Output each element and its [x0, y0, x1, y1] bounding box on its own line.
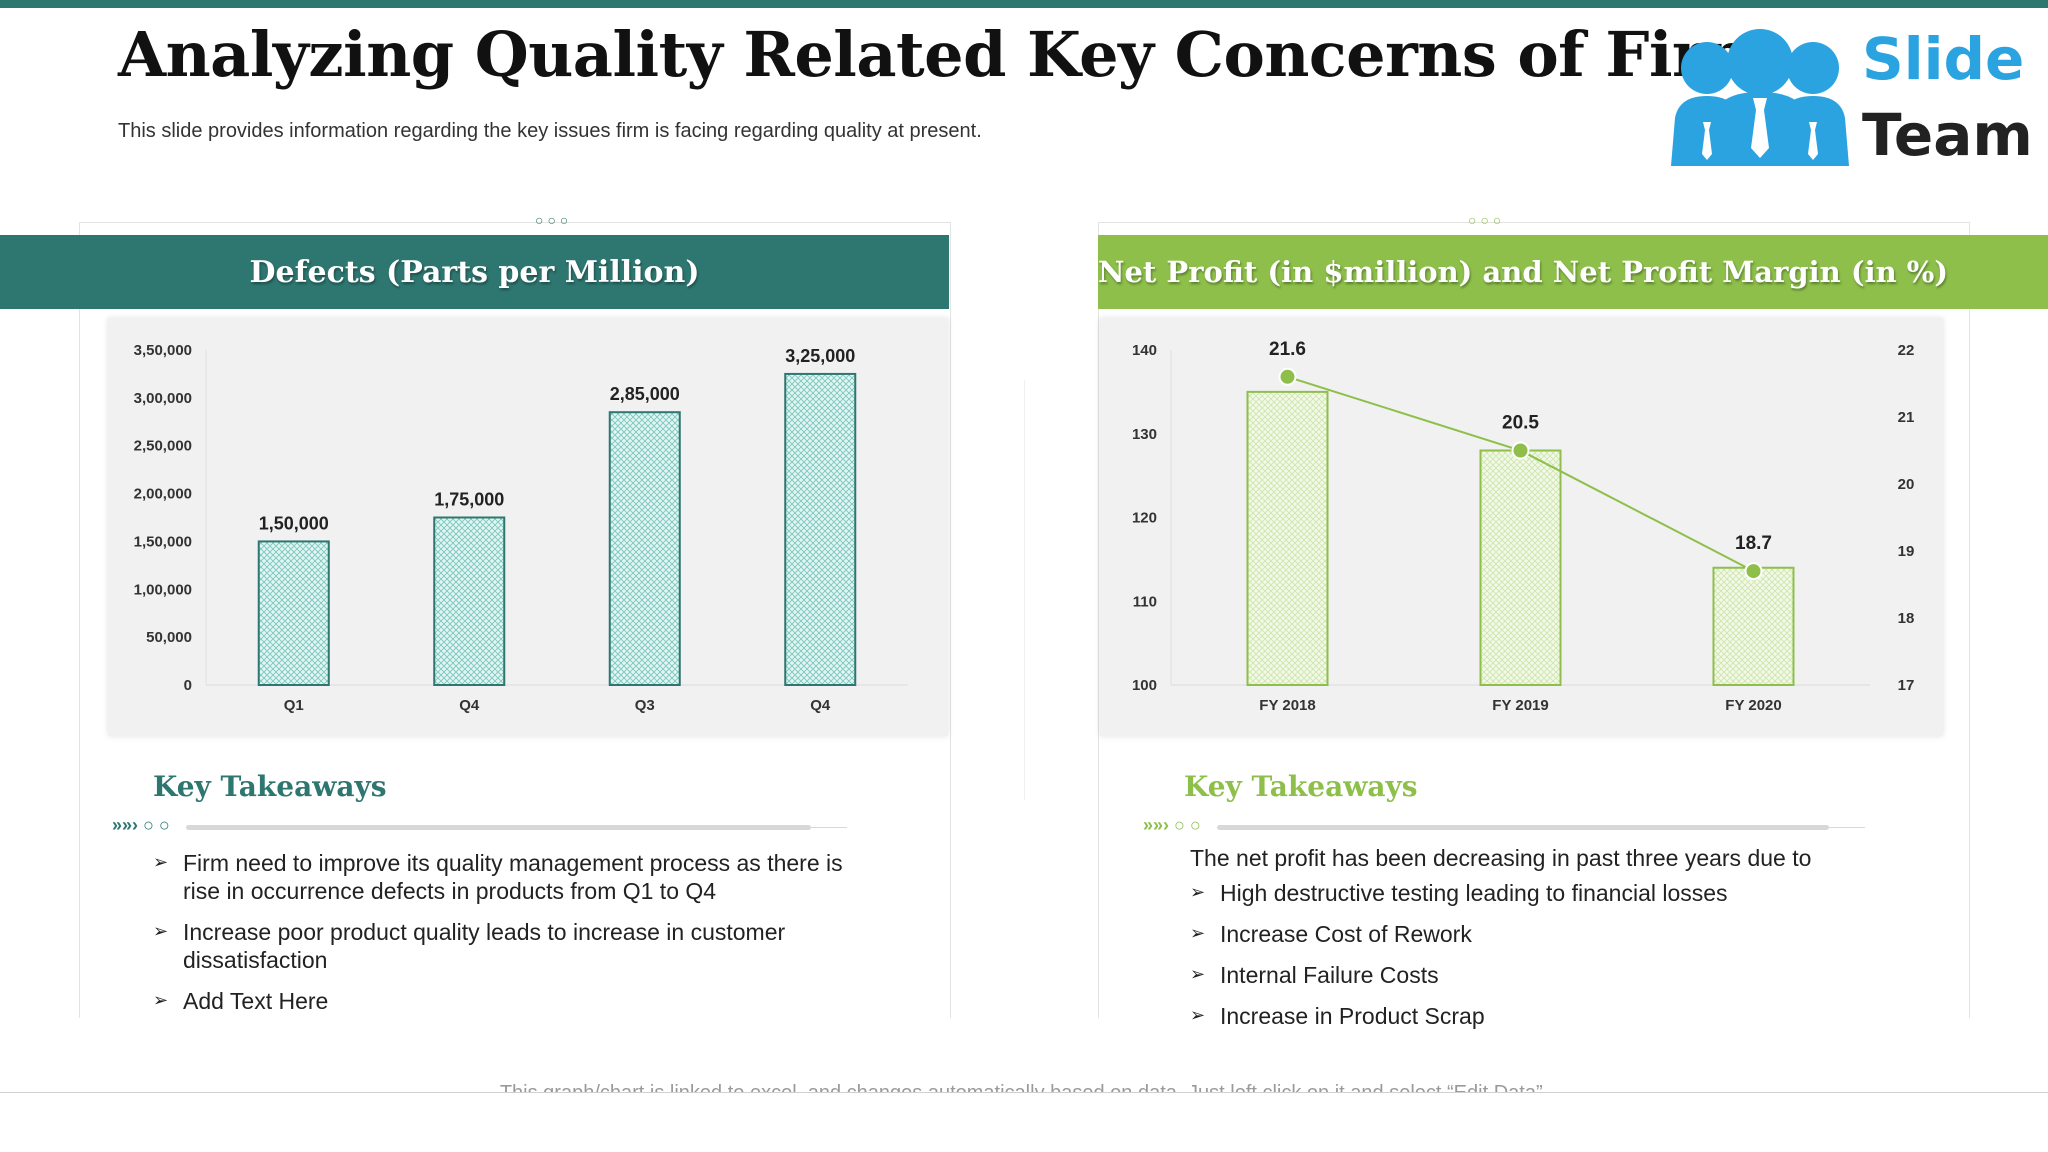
bar: [433, 516, 506, 686]
y-tick-label: 0: [184, 677, 192, 694]
left-y-tick-label: 100: [1132, 677, 1157, 694]
right-y-tick-label: 17: [1898, 677, 1915, 694]
bar: [1712, 566, 1795, 686]
bar: [1479, 449, 1562, 686]
divider-bar: [186, 825, 811, 830]
y-tick-label: 3,50,000: [134, 342, 192, 359]
left-header-accent: [0, 235, 80, 309]
right-y-tick-label: 18: [1898, 610, 1915, 627]
left-y-tick-label: 120: [1132, 510, 1157, 527]
bar: [784, 372, 857, 687]
right-y-tick-label: 22: [1898, 342, 1915, 359]
x-tick-label: Q1: [284, 697, 304, 714]
right-takeaways-divider: »»› ○ ○: [1143, 815, 1865, 838]
right-y-tick-label: 20: [1898, 476, 1915, 493]
divider-tail: [811, 827, 847, 828]
data-label: 18.7: [1735, 533, 1772, 554]
defects-bar-chart: 0 50,000 1,00,000 1,50,000 2,00,000 2,50,000 3…: [134, 342, 908, 714]
panel-separator: [1024, 380, 1025, 800]
left-chart-header-text: Defects (Parts per Million): [249, 254, 700, 290]
right-takeaways-list: High destructive testing leading to fina…: [1190, 879, 1890, 1043]
list-item: Increase Cost of Rework: [1190, 920, 1890, 948]
left-panel-dots: ○○○: [535, 212, 573, 228]
x-tick-label: FY 2018: [1259, 697, 1315, 714]
slide-team-logo: Slide Team: [1665, 25, 2033, 166]
right-panel-dots: ○○○: [1468, 212, 1506, 228]
logo-text-slide: Slide: [1862, 25, 2025, 93]
profit-chart-area: 100 110 120 130 140 17 18 19 20 21 22 FY 2018 FY 201…: [1100, 318, 1943, 736]
right-y-tick-label: 21: [1898, 409, 1915, 426]
right-chart-header: Net Profit (in $million) and Net Profit …: [1098, 235, 2048, 309]
data-label: 1,75,000: [434, 490, 504, 510]
chevrons-icon: »»› ○ ○: [1143, 815, 1201, 835]
bar: [1246, 390, 1329, 686]
left-chart-header: Defects (Parts per Million): [0, 235, 949, 309]
left-takeaways-title: Key Takeaways: [153, 770, 387, 803]
y-tick-label: 1,00,000: [134, 581, 192, 598]
left-y-tick-label: 130: [1132, 426, 1157, 443]
x-tick-label: Q4: [459, 697, 480, 714]
defects-chart-area: 0 50,000 1,00,000 1,50,000 2,00,000 2,50,000 3…: [108, 318, 948, 736]
chevrons-icon: »»› ○ ○: [112, 815, 170, 835]
left-y-tick-label: 110: [1133, 593, 1157, 610]
line-point: [1744, 562, 1763, 581]
data-label: 1,50,000: [259, 513, 329, 533]
right-chart-header-text: Net Profit (in $million) and Net Profit …: [1097, 255, 1949, 289]
y-tick-label: 1,50,000: [134, 533, 192, 550]
left-takeaways-divider: »»› ○ ○: [112, 815, 847, 838]
list-item: Firm need to improve its quality managem…: [153, 849, 853, 905]
top-accent-bar: [0, 0, 2048, 8]
profit-combo-chart: 100 110 120 130 140 17 18 19 20 21 22 FY 2018 FY 201…: [1132, 339, 1915, 714]
y-tick-label: 50,000: [146, 629, 192, 646]
logo-text-team: Team: [1862, 101, 2033, 169]
list-item: Internal Failure Costs: [1190, 961, 1890, 989]
bar: [608, 411, 681, 686]
data-label: 3,25,000: [785, 346, 855, 366]
list-item: Increase poor product quality leads to i…: [153, 918, 853, 974]
right-takeaways-intro: The net profit has been decreasing in pa…: [1190, 845, 1812, 871]
list-item: Add Text Here: [153, 987, 853, 1015]
list-item: High destructive testing leading to fina…: [1190, 879, 1890, 907]
data-label: 20.5: [1502, 413, 1539, 434]
y-tick-label: 3,00,000: [134, 390, 192, 407]
data-label: 21.6: [1269, 339, 1306, 360]
left-y-tick-label: 140: [1132, 342, 1157, 359]
divider-bar: [1217, 825, 1829, 830]
page-title: Analyzing Quality Related Key Concerns o…: [118, 18, 1770, 91]
left-takeaways-list: Firm need to improve its quality managem…: [153, 849, 853, 1028]
footer-note: This graph/chart is linked to excel, and…: [0, 1080, 2048, 1092]
bar: [257, 540, 330, 686]
x-tick-label: Q4: [810, 697, 831, 714]
line-point: [1511, 441, 1530, 460]
footer-divider: [0, 1092, 2048, 1093]
list-item: Increase in Product Scrap: [1190, 1002, 1890, 1030]
y-tick-label: 2,00,000: [134, 486, 192, 503]
x-tick-label: FY 2019: [1492, 697, 1548, 714]
page-subtitle: This slide provides information regardin…: [118, 120, 982, 142]
right-panel-frame: [1098, 222, 1970, 1018]
divider-tail: [1829, 827, 1865, 828]
line-point: [1278, 367, 1297, 386]
x-tick-label: Q3: [635, 697, 655, 714]
x-tick-label: FY 2020: [1725, 697, 1781, 714]
data-label: 2,85,000: [610, 384, 680, 404]
team-people-icon: [1671, 29, 1849, 166]
right-y-tick-label: 19: [1898, 543, 1915, 560]
right-takeaways-title: Key Takeaways: [1184, 770, 1418, 803]
y-tick-label: 2,50,000: [134, 438, 192, 455]
left-panel-frame: [79, 222, 951, 1018]
